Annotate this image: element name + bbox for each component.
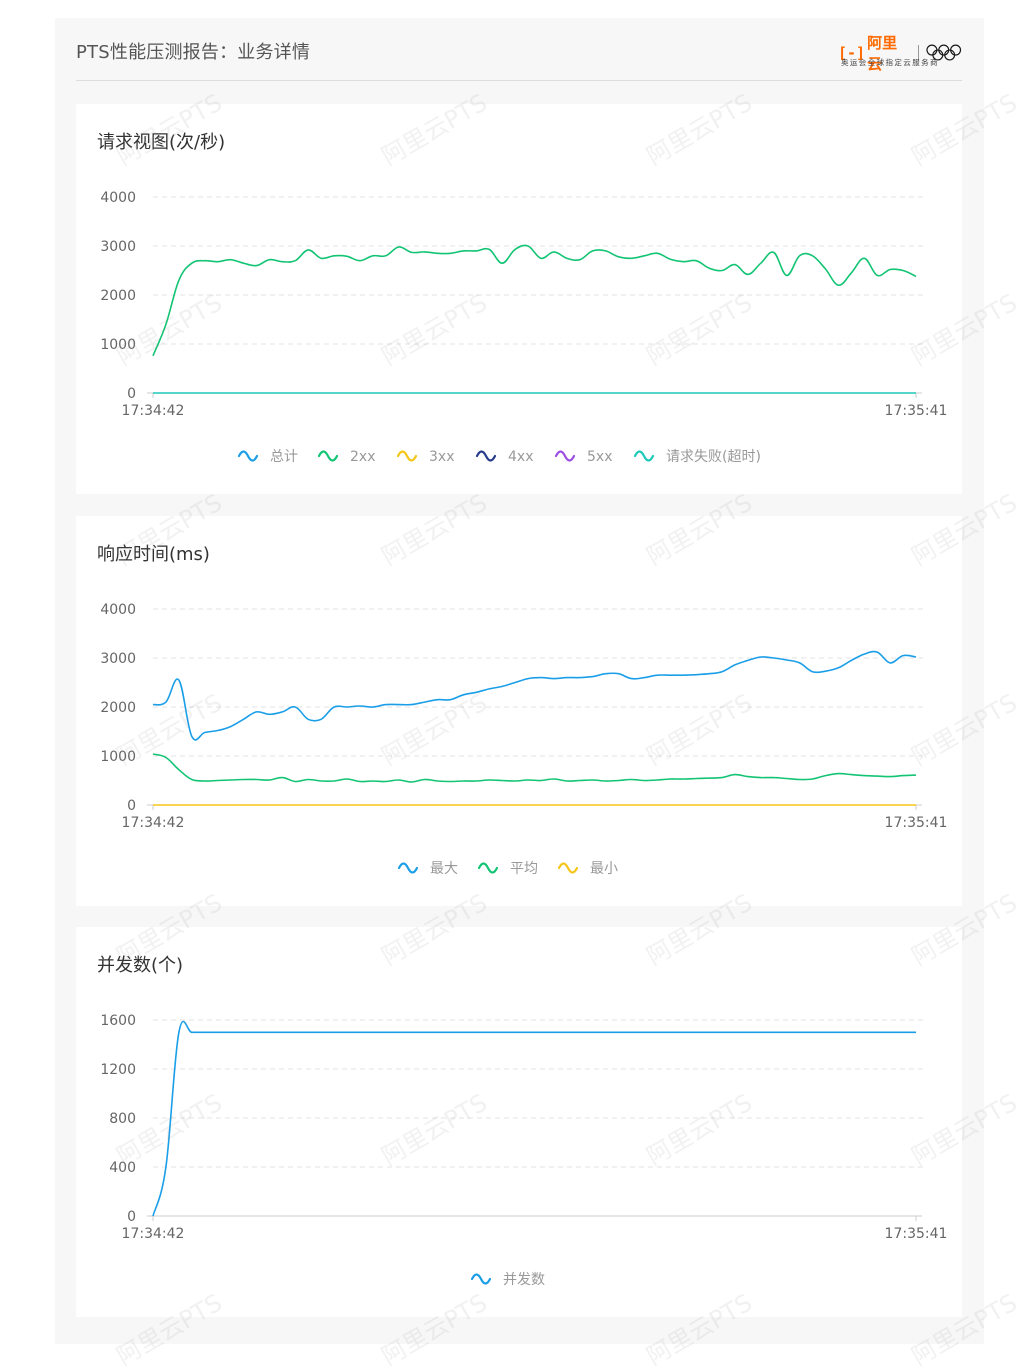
chart-card-concurrency: 并发数(个) 0 400 800 1200 1600 17:34:42 17:35:41 并发… [76,927,962,1317]
chart-title: 请求视图(次/秒) [97,132,226,153]
brand-logo: [-] 阿里云 奥运会全球指定云服务商 [838,30,962,73]
y-tick-label: 4000 [100,190,136,206]
legend-item[interactable]: 3xx [396,449,454,465]
series-line [152,650,917,741]
legend-wave-icon [237,450,259,462]
legend-wave-icon [470,1273,492,1285]
legend-item[interactable]: 2xx [317,449,375,465]
brand-logo-row: [-] 阿里云 [838,32,962,74]
y-tick-label: 1000 [100,749,136,765]
y-tick-label: 3000 [100,651,136,667]
x-tick-label: 17:34:42 [122,403,185,419]
legend-label: 总计 [270,449,298,465]
legend-item[interactable]: 并发数 [470,1272,545,1288]
x-tick-label: 17:35:41 [885,1226,948,1242]
y-tick-label: 3000 [100,239,136,255]
legend-item[interactable]: 总计 [237,449,298,465]
brand-tagline: 奥运会全球指定云服务商 [841,58,939,67]
legend-wave-icon [475,450,497,462]
legend-item[interactable]: 4xx [475,449,533,465]
y-tick-label: 1600 [100,1013,136,1029]
legend-wave-icon [317,450,339,462]
legend-label: 3xx [429,449,454,465]
y-tick-label: 400 [109,1160,136,1176]
aliyun-logo-icon: [-] [838,44,866,62]
series-line [152,753,917,783]
requests-chart: 0 1000 2000 3000 4000 17:34:42 17:35:41 总计 2xx 3x… [100,190,948,465]
legend-item[interactable]: 5xx [554,449,612,465]
y-tick-label: 1200 [100,1062,136,1078]
y-tick-label: 4000 [100,602,136,618]
page-title: PTS性能压测报告：业务详情 [76,42,311,63]
chart-title: 响应时间(ms) [97,544,210,565]
x-tick-label: 17:35:41 [885,815,948,831]
y-tick-label: 1000 [100,337,136,353]
legend-wave-icon [397,862,419,874]
y-tick-label: 0 [127,386,136,402]
brand-name: 阿里云 [867,34,898,73]
report-page: PTS性能压测报告：业务详情 [-] 阿里云 奥运会全球指定云服务商 请求视图(… [55,18,984,1344]
y-tick-label: 2000 [100,700,136,716]
legend-wave-icon [477,862,499,874]
y-tick-label: 800 [109,1111,136,1127]
legend-label: 平均 [510,861,538,877]
series-line [152,244,917,357]
series-line [152,1020,916,1217]
legend-item[interactable]: 平均 [477,861,538,877]
legend-label: 5xx [587,449,612,465]
legend-label: 4xx [508,449,533,465]
legend-label: 最小 [590,861,618,877]
legend-label: 2xx [350,449,375,465]
chart-title: 并发数(个) [97,955,184,976]
x-tick-label: 17:34:42 [122,1226,185,1242]
response-time-chart: 0 1000 2000 3000 4000 17:34:42 17:35:41 最大 平均 最小 [100,602,948,877]
x-tick-label: 17:34:42 [122,815,185,831]
legend-item[interactable]: 最小 [557,861,618,877]
olympic-rings-icon [925,44,961,61]
legend-label: 最大 [430,861,458,877]
concurrency-chart: 0 400 800 1200 1600 17:34:42 17:35:41 并发数 [100,1013,948,1288]
y-tick-label: 0 [127,1209,136,1225]
legend-label: 并发数 [503,1272,545,1288]
legend-wave-icon [557,862,579,874]
legend-label: 请求失败(超时) [666,449,761,465]
legend-wave-icon [554,450,576,462]
chart-card-response-time: 响应时间(ms) 0 1000 2000 3000 4000 17:34:42 17:35:… [76,516,962,906]
legend-item[interactable]: 请求失败(超时) [633,449,761,465]
legend-item[interactable]: 最大 [397,861,458,877]
y-tick-label: 2000 [100,288,136,304]
x-tick-label: 17:35:41 [885,403,948,419]
brand-divider [917,45,919,61]
legend-wave-icon [396,450,418,462]
y-tick-label: 0 [127,798,136,814]
legend-wave-icon [633,450,655,462]
header-divider [76,80,962,81]
chart-card-requests: 请求视图(次/秒) 0 1000 2000 3000 4000 17:34:42 17:35… [76,104,962,494]
